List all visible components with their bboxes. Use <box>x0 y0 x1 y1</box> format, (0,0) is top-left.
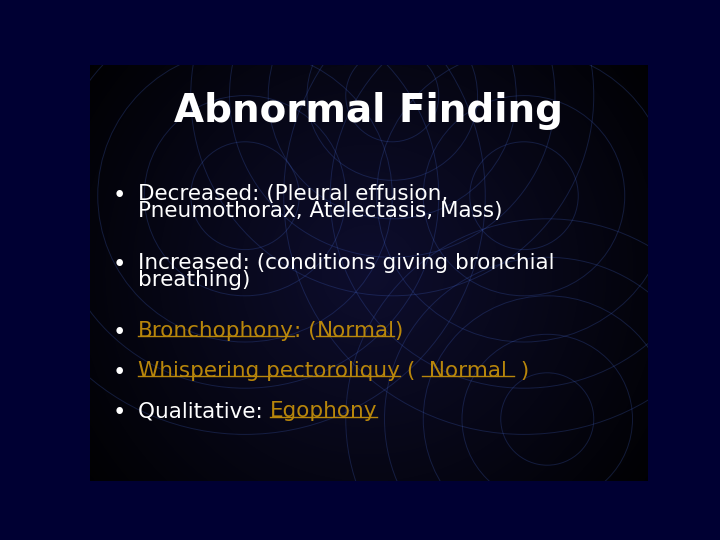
Text: breathing): breathing) <box>138 271 251 291</box>
Text: Normal: Normal <box>316 321 395 341</box>
Text: Bronchophony: Bronchophony <box>138 321 294 341</box>
Text: •: • <box>113 321 126 344</box>
Text: Egophony: Egophony <box>270 401 377 421</box>
Text: Increased: (conditions giving bronchial: Increased: (conditions giving bronchial <box>138 253 554 273</box>
Text: Qualitative:: Qualitative: <box>138 401 270 421</box>
Text: •: • <box>113 184 126 207</box>
Text: Pneumothorax, Atelectasis, Mass): Pneumothorax, Atelectasis, Mass) <box>138 201 503 221</box>
Text: ): ) <box>395 321 402 341</box>
Text: Whispering pectoroliquy: Whispering pectoroliquy <box>138 361 400 381</box>
Text: •: • <box>113 361 126 384</box>
Text: Normal: Normal <box>422 361 514 381</box>
Text: : (: : ( <box>294 321 316 341</box>
Text: •: • <box>113 253 126 276</box>
Text: ): ) <box>514 361 529 381</box>
Text: Abnormal Finding: Abnormal Finding <box>174 92 564 130</box>
Text: Decreased: (Pleural effusion,: Decreased: (Pleural effusion, <box>138 184 449 204</box>
Text: •: • <box>113 401 126 424</box>
Text: (: ( <box>400 361 422 381</box>
